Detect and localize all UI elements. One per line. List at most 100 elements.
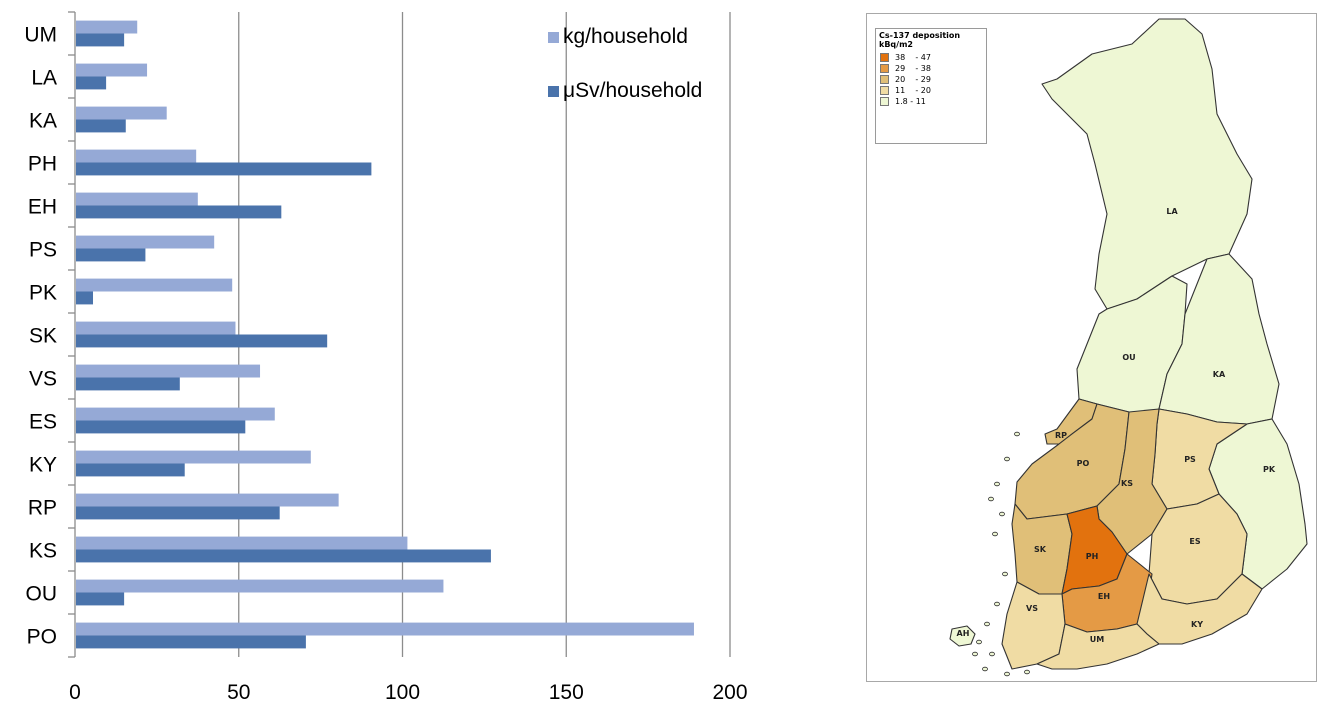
region-label-ph: PH	[1086, 552, 1099, 561]
y-tick-label: RP	[28, 497, 57, 520]
legend-label-usv: μSv/household	[563, 79, 703, 102]
region-um	[1036, 623, 1160, 670]
map-legend-row: 29 - 38	[876, 63, 986, 74]
region-label-sk: SK	[1034, 545, 1047, 554]
island	[976, 639, 982, 645]
bar-kg-po	[76, 622, 694, 636]
region-label-es: ES	[1189, 537, 1200, 546]
map-legend-swatch	[880, 64, 889, 73]
map-legend-row: 11 - 20	[876, 85, 986, 96]
map-legend-range: 29 - 38	[895, 64, 931, 73]
bar-usv-rp	[76, 506, 280, 520]
map-legend-range: 20 - 29	[895, 75, 931, 84]
map-labels: LA OU KA PK PS RP PO KS ES SK PH EH VS KY UM AH	[957, 207, 1276, 644]
bar-usv-vs	[76, 377, 180, 391]
bar-usv-ks	[76, 549, 491, 563]
island	[1002, 571, 1008, 577]
map-legend-swatch	[880, 97, 889, 106]
y-tick-label: UM	[24, 24, 57, 47]
legend-label-kg: kg/household	[563, 25, 688, 48]
bar-usv-um	[76, 33, 125, 47]
region-label-po: PO	[1077, 459, 1090, 468]
y-tick-label: SK	[29, 325, 57, 348]
map-legend-rows: 38 - 47 29 - 38 20 - 29 11 - 20 1.8 - 11	[876, 49, 986, 107]
map-legend-row: 38 - 47	[876, 52, 986, 63]
map-legend-row: 1.8 - 11	[876, 96, 986, 107]
island	[999, 511, 1005, 517]
bar-usv-pk	[76, 291, 94, 305]
island	[982, 666, 988, 672]
bar-kg-ph	[76, 149, 197, 163]
bar-kg-la	[76, 63, 148, 77]
legend-swatch-usv	[548, 85, 559, 97]
legend-item-usv: μSv/household	[548, 78, 702, 104]
bar-kg-pk	[76, 278, 233, 292]
map-legend-unit: kBq/m2	[879, 40, 913, 49]
y-tick-label: PS	[29, 239, 57, 262]
bar-kg-vs	[76, 364, 261, 378]
bar-kg-ka	[76, 106, 167, 120]
bar-usv-sk	[76, 334, 328, 348]
island	[1014, 431, 1020, 437]
y-tick-label: ES	[29, 411, 57, 434]
map-legend-range: 38 - 47	[895, 53, 931, 62]
map-legend-swatch	[880, 86, 889, 95]
island	[992, 531, 998, 537]
bar-chart: 0 50 100 150 200 PO OU KS RP KY ES VS SK PK PS EH PH KA LA…	[24, 11, 748, 704]
bar-kg-rp	[76, 493, 339, 507]
bar-kg-eh	[76, 192, 198, 206]
bar-kg-ps	[76, 235, 215, 249]
island	[972, 651, 978, 657]
region-label-um: UM	[1090, 635, 1104, 644]
island	[989, 651, 995, 657]
island	[984, 621, 990, 627]
map-legend-range: 1.8 - 11	[895, 97, 926, 106]
map-legend-range: 11 - 20	[895, 86, 931, 95]
region-label-ps: PS	[1184, 455, 1196, 464]
island	[1004, 456, 1010, 462]
bar-usv-eh	[76, 205, 282, 219]
bar-usv-la	[76, 76, 107, 90]
bar-kg-um	[76, 20, 138, 34]
y-tick-label: KS	[29, 540, 57, 563]
y-tick-label: KA	[29, 110, 57, 133]
bar-kg-sk	[76, 321, 236, 335]
region-label-ou: OU	[1122, 353, 1135, 362]
bar-chart-svg: 0 50 100 150 200 PO OU KS RP KY ES VS SK PK PS EH PH KA LA…	[24, 11, 748, 704]
island	[1004, 671, 1010, 677]
map-legend-swatch	[880, 53, 889, 62]
island	[994, 601, 1000, 607]
map-legend-row: 20 - 29	[876, 74, 986, 85]
bar-usv-ps	[76, 248, 146, 262]
x-tick-label: 50	[227, 681, 250, 704]
finland-deposition-map: LA OU KA PK PS RP PO KS ES SK PH EH VS KY UM AH Cs-137 …	[866, 13, 1317, 682]
y-tick-label: EH	[28, 196, 57, 219]
map-legend: Cs-137 deposition kBq/m2 38 - 47 29 - 38 2…	[875, 28, 987, 144]
region-label-ks: KS	[1121, 479, 1133, 488]
island	[1024, 669, 1030, 675]
x-tick-label: 150	[549, 681, 584, 704]
bar-kg-es	[76, 407, 275, 421]
x-tick-label: 0	[69, 681, 81, 704]
y-tick-label: PO	[27, 626, 57, 649]
region-label-rp: RP	[1055, 431, 1067, 440]
y-tick-label: OU	[26, 583, 58, 606]
region-ah	[949, 625, 976, 647]
chart-legend: kg/household μSv/household	[548, 24, 702, 132]
map-regions	[949, 18, 1308, 677]
region-label-pk: PK	[1263, 465, 1276, 474]
bar-usv-es	[76, 420, 246, 434]
bar-kg-ou	[76, 579, 444, 593]
island	[994, 481, 1000, 487]
bar-usv-ky	[76, 463, 185, 477]
region-label-ka: KA	[1213, 370, 1226, 379]
y-tick-label: LA	[31, 67, 57, 90]
bar-usv-po	[76, 635, 306, 649]
legend-swatch-kg	[548, 31, 559, 43]
y-tick-label: PK	[29, 282, 57, 305]
legend-item-kg: kg/household	[548, 24, 702, 50]
map-legend-title: Cs-137 deposition	[879, 31, 961, 40]
region-label-eh: EH	[1098, 592, 1110, 601]
bar-usv-ph	[76, 162, 372, 176]
bar-kg-ks	[76, 536, 408, 550]
